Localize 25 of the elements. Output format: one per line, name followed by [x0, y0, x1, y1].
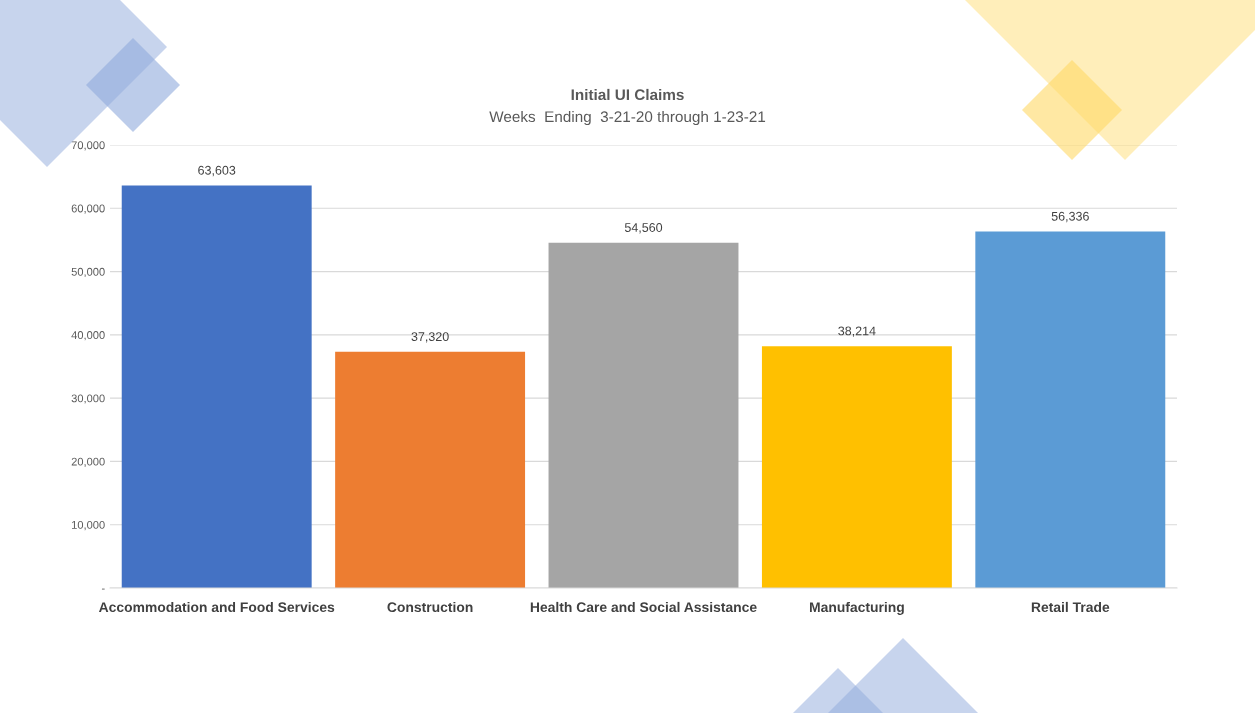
data-label: 63,603 — [198, 165, 236, 177]
y-tick-label: 60,000 — [71, 204, 105, 214]
bar — [121, 185, 312, 588]
bar — [975, 231, 1166, 588]
data-label: 54,560 — [624, 223, 663, 234]
y-tick-label: 20,000 — [71, 457, 105, 467]
y-tick-label: - — [101, 588, 105, 590]
x-tick-label: Manufacturing — [809, 601, 904, 615]
y-tick-label: 70,000 — [71, 141, 105, 151]
data-label: 37,320 — [411, 332, 449, 343]
bar — [548, 242, 739, 588]
x-tick-label: Accommodation and Food Services — [98, 601, 335, 613]
x-tick-label: Construction — [387, 601, 473, 613]
y-tick-label: 30,000 — [71, 394, 105, 404]
x-tick-label: Health Care and Social Assistance — [530, 601, 757, 613]
x-tick-label: Retail Trade — [1031, 601, 1110, 613]
bar — [335, 351, 526, 588]
data-label: 38,214 — [838, 326, 876, 337]
chart-title: Initial UI Claims — [571, 88, 684, 101]
bar — [761, 346, 952, 588]
y-tick-label: 50,000 — [71, 267, 105, 278]
chart-subtitle: Weeks Ending 3-21-20 through 1-23-21 — [489, 110, 766, 126]
data-label: 56,336 — [1051, 211, 1089, 223]
y-tick-label: 10,000 — [72, 520, 105, 531]
y-tick-label: 40,000 — [71, 331, 105, 341]
